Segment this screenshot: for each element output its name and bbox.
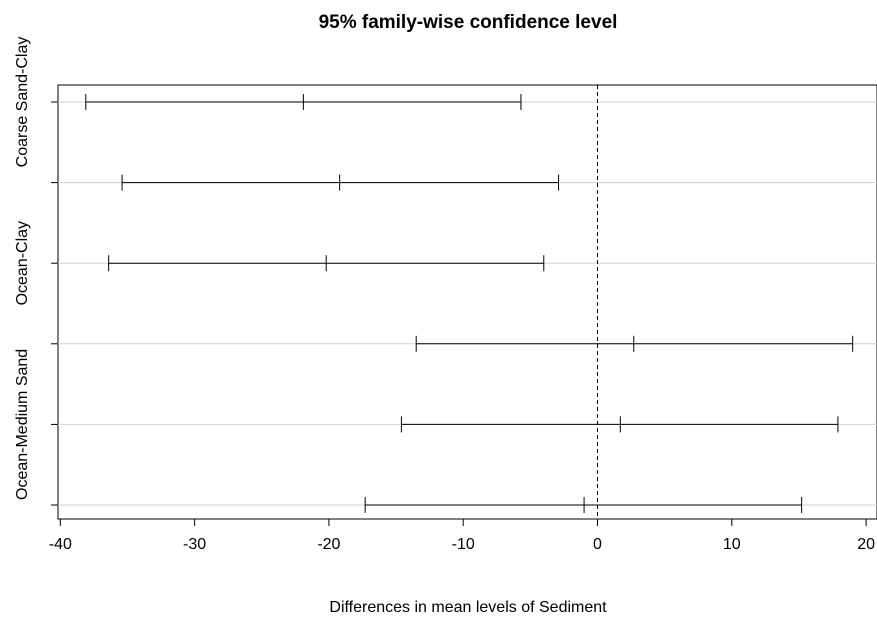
grid-lines [58,101,877,506]
y-tick-labels: Coarse Sand-Clay Ocean-Clay Ocean-Medium S… [14,37,31,500]
y-tick-label: Ocean-Clay [14,221,31,305]
x-tick-label: -10 [452,536,475,553]
chart-title: 95% family-wise confidence level [319,12,618,33]
x-axis: -40 -30 -20 -10 0 10 20 [49,518,875,553]
y-tick-label: Ocean-Medium Sand [14,349,31,500]
x-tick-label: -30 [183,536,206,553]
y-axis [51,101,58,506]
x-tick-label: 10 [723,536,741,553]
x-axis-label: Differences in mean levels of Sediment [329,599,607,616]
x-tick-label: 0 [593,536,602,553]
plot-area [57,84,877,520]
x-tick-label: 20 [857,536,875,553]
confidence-intervals [85,94,854,513]
y-tick-label: Coarse Sand-Clay [14,37,31,168]
x-tick-label: -40 [49,536,72,553]
x-tick-label: -20 [317,536,340,553]
